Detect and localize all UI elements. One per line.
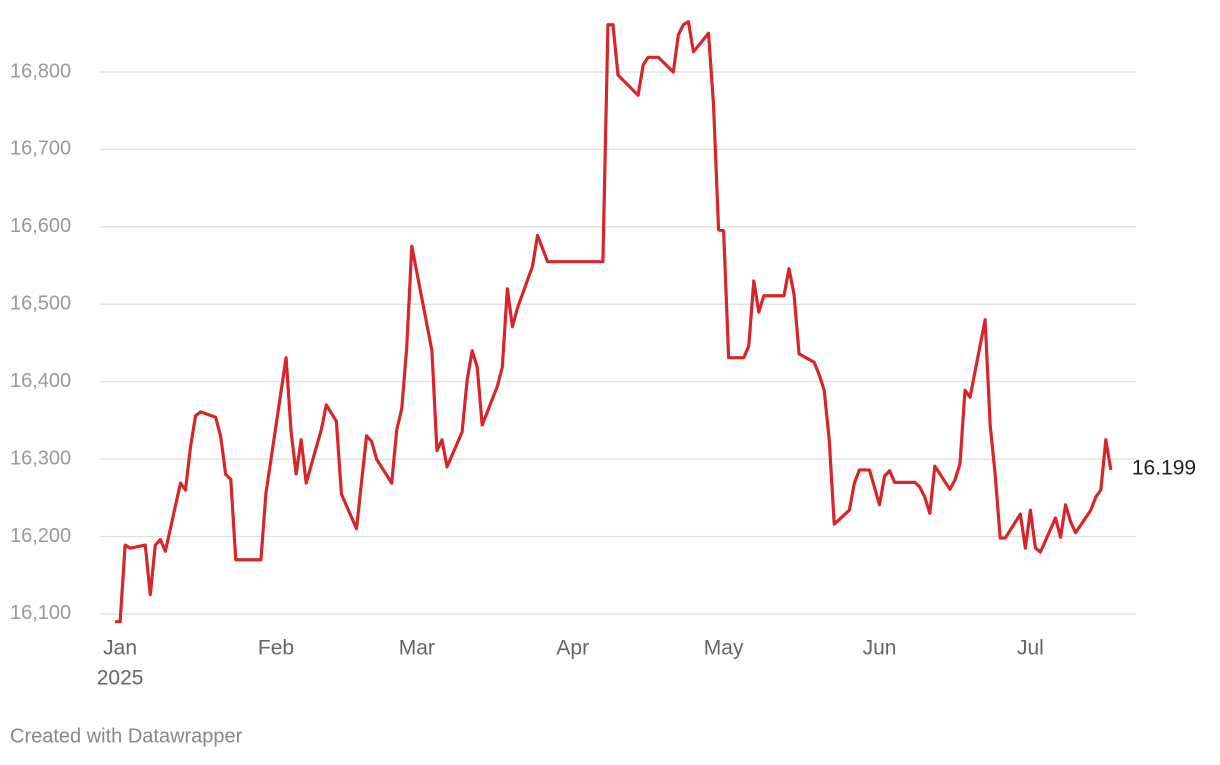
- y-tick-label: 16,100: [10, 602, 71, 624]
- x-tick-label: Feb: [258, 637, 294, 660]
- y-tick-label: 16,800: [10, 60, 71, 82]
- x-tick-label: Jan: [103, 637, 137, 660]
- y-tick-label: 16,500: [10, 293, 71, 315]
- y-tick-label: 16,200: [10, 525, 71, 547]
- credit: Created with Datawrapper: [10, 725, 243, 747]
- x-tick-label: Mar: [399, 637, 435, 660]
- y-tick-label: 16,400: [10, 370, 71, 392]
- x-tick-label: May: [704, 637, 744, 660]
- year-label: 2025: [97, 667, 144, 690]
- x-tick-label: Jul: [1017, 637, 1044, 660]
- series-line: [115, 20, 1113, 624]
- y-tick-label: 16,700: [10, 138, 71, 160]
- end-label: 16.199: [1132, 456, 1196, 479]
- grid: [100, 71, 1136, 615]
- x-tick-label: Jun: [863, 637, 897, 660]
- x-tick-label: Apr: [556, 637, 589, 660]
- marks: [115, 20, 1113, 624]
- y-tick-label: 16,600: [10, 215, 71, 237]
- y-tick-label: 16,300: [10, 447, 71, 469]
